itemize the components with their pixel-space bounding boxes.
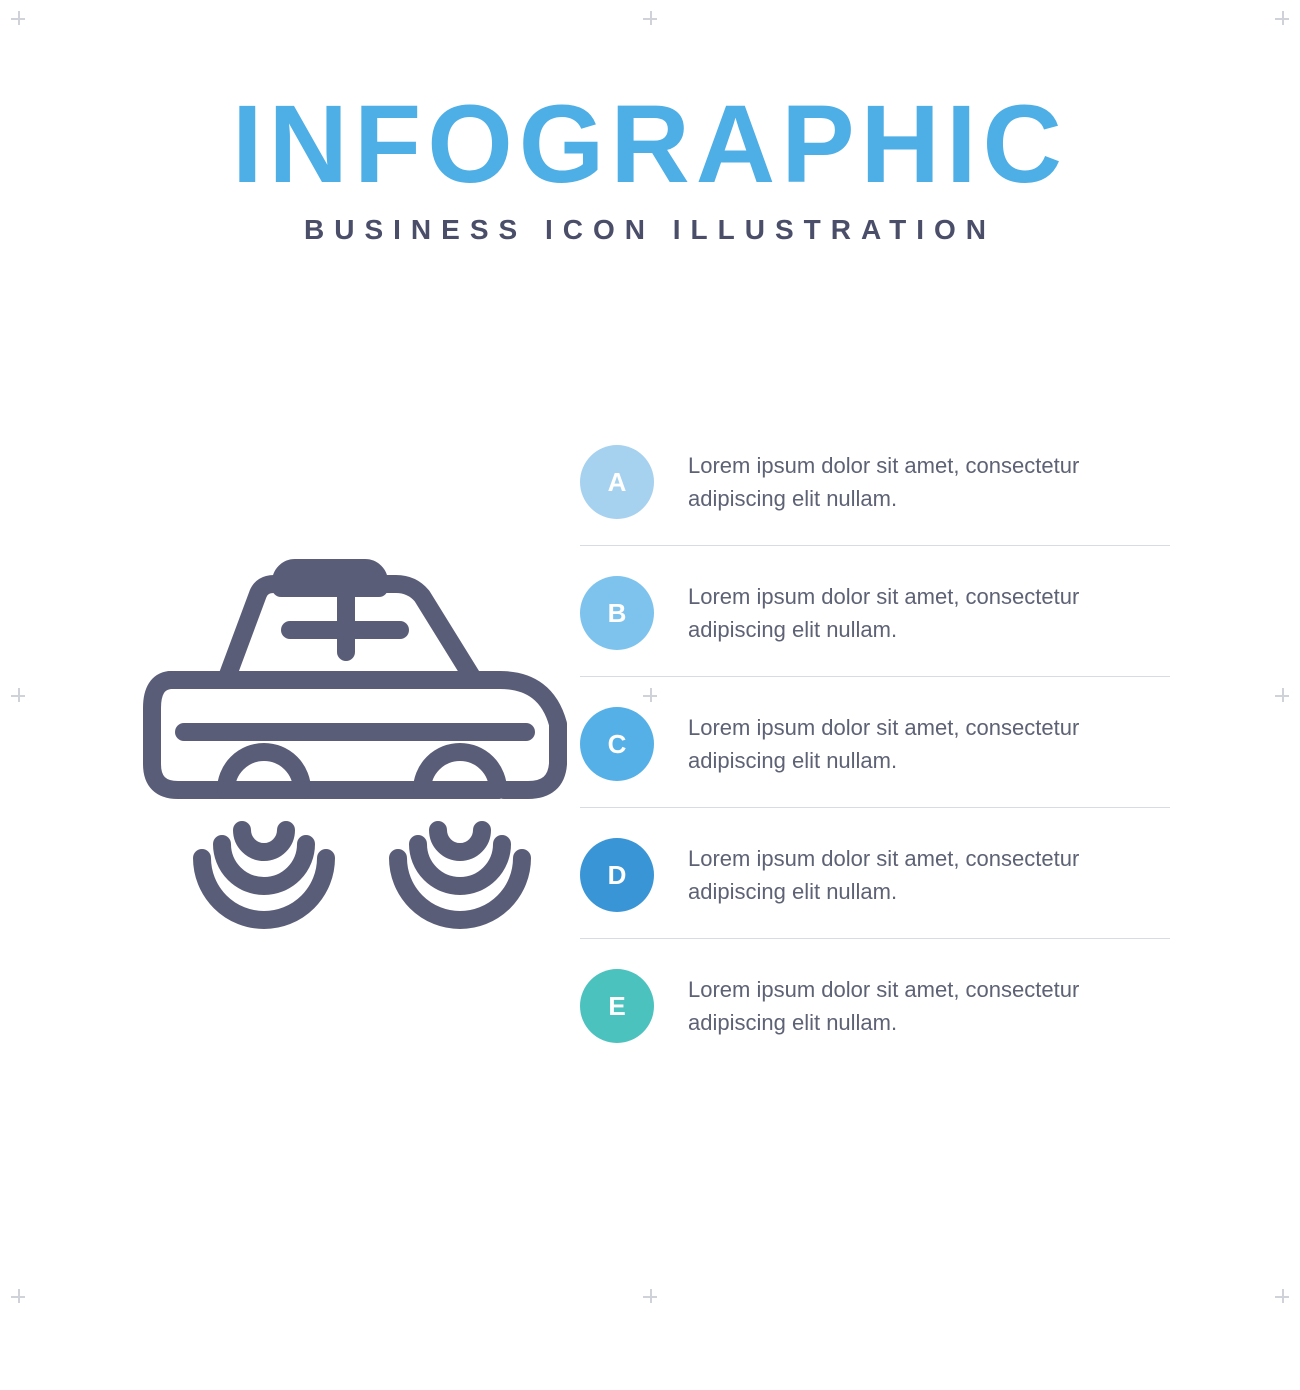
step-e: E Lorem ipsum dolor sit amet, consectetur… (580, 939, 1170, 1069)
step-a: A Lorem ipsum dolor sit amet, consectetur… (580, 415, 1170, 546)
frame-tick (650, 11, 652, 25)
step-b: B Lorem ipsum dolor sit amet, consectetur… (580, 546, 1170, 677)
step-text-e: Lorem ipsum dolor sit amet, consectetur … (688, 967, 1170, 1039)
frame-tick (1282, 688, 1284, 702)
step-text-a: Lorem ipsum dolor sit amet, consectetur … (688, 443, 1170, 515)
title: INFOGRAPHIC (0, 90, 1300, 200)
step-d: D Lorem ipsum dolor sit amet, consectetur… (580, 808, 1170, 939)
step-text-b: Lorem ipsum dolor sit amet, consectetur … (688, 574, 1170, 646)
header: INFOGRAPHIC BUSINESS ICON ILLUSTRATION (0, 0, 1300, 246)
step-c: C Lorem ipsum dolor sit amet, consectetur… (580, 677, 1170, 808)
canvas: INFOGRAPHIC BUSINESS ICON ILLUSTRATION (0, 0, 1300, 1390)
step-circle-c: C (580, 707, 654, 781)
subtitle: BUSINESS ICON ILLUSTRATION (0, 214, 1300, 246)
step-circle-a: A (580, 445, 654, 519)
steps-list: A Lorem ipsum dolor sit amet, consectetur… (580, 415, 1170, 1069)
frame-tick (1282, 1289, 1284, 1303)
frame-tick (18, 11, 20, 25)
step-circle-d: D (580, 838, 654, 912)
step-text-d: Lorem ipsum dolor sit amet, consectetur … (688, 836, 1170, 908)
hover-car-icon (130, 530, 570, 950)
frame-tick (650, 1289, 652, 1303)
frame-tick (18, 688, 20, 702)
frame-tick (18, 1289, 20, 1303)
step-circle-e: E (580, 969, 654, 1043)
frame-tick (1282, 11, 1284, 25)
step-text-c: Lorem ipsum dolor sit amet, consectetur … (688, 705, 1170, 777)
step-circle-b: B (580, 576, 654, 650)
